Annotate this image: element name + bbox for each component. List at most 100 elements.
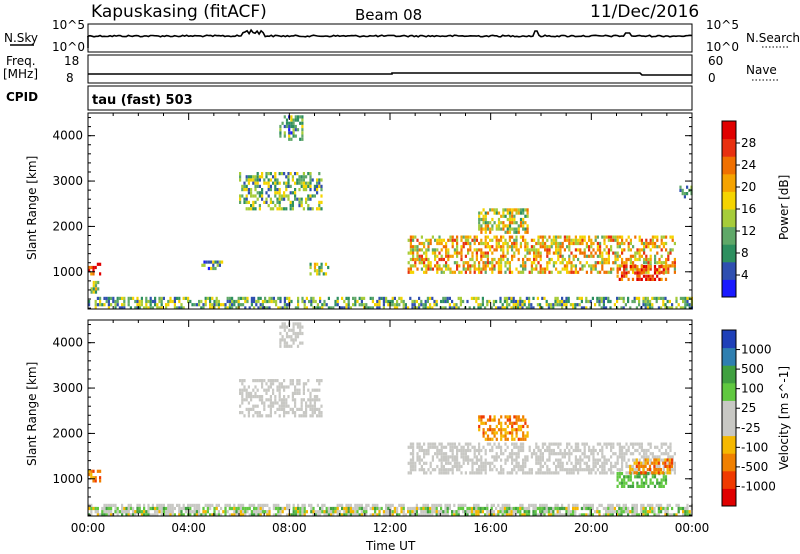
- data-cell: [365, 510, 368, 514]
- data-cell: [622, 510, 625, 514]
- data-cell: [618, 245, 621, 249]
- data-cell: [677, 506, 680, 511]
- data-cell: [581, 251, 584, 255]
- data-cell: [187, 506, 190, 511]
- data-cell: [143, 510, 146, 514]
- data-cell: [616, 270, 619, 274]
- data-cell: [269, 178, 272, 182]
- data-cell: [409, 251, 412, 255]
- data-cell: [448, 306, 451, 310]
- data-cell: [577, 442, 580, 446]
- data-cell: [508, 431, 512, 435]
- data-cell: [288, 503, 291, 507]
- data-cell: [539, 458, 542, 462]
- data-cell: [308, 503, 311, 507]
- data-cell: [662, 458, 665, 462]
- data-cell: [217, 513, 220, 517]
- data-cell: [574, 306, 577, 310]
- data-cell: [504, 254, 507, 258]
- data-cell: [510, 306, 513, 310]
- data-cell: [679, 296, 682, 300]
- data-cell: [618, 475, 621, 479]
- data-cell: [596, 461, 599, 465]
- data-cell: [523, 510, 526, 514]
- data-cell: [603, 238, 606, 242]
- data-cell: [358, 513, 361, 517]
- data-cell: [491, 208, 494, 212]
- data-cell: [318, 181, 321, 185]
- data-cell: [288, 128, 291, 132]
- data-cell: [642, 299, 645, 304]
- data-cell: [279, 299, 282, 304]
- data-cell: [212, 263, 215, 267]
- data-cell: [301, 513, 304, 517]
- data-cell: [583, 251, 586, 255]
- data-cell: [530, 503, 533, 507]
- data-cell: [459, 299, 462, 304]
- data-cell: [643, 241, 646, 246]
- data-cell: [296, 128, 300, 132]
- data-cell: [616, 251, 619, 255]
- data-cell: [457, 306, 460, 310]
- data-cell: [596, 261, 599, 265]
- data-cell: [579, 458, 582, 462]
- data-cell: [504, 428, 507, 432]
- data-cell: [191, 503, 194, 507]
- data-cell: [211, 513, 214, 517]
- data-cell: [614, 452, 617, 456]
- data-cell: [627, 235, 630, 239]
- data-cell: [309, 197, 312, 201]
- data-cell: [431, 235, 434, 239]
- data-cell: [169, 296, 172, 300]
- data-cell: [269, 184, 272, 188]
- data-cell: [263, 388, 266, 392]
- data-cell: [318, 379, 321, 383]
- data-cell: [480, 418, 483, 422]
- data-cell: [585, 468, 588, 472]
- data-cell: [656, 445, 659, 449]
- data-cell: [647, 472, 650, 476]
- data-cell: [267, 204, 270, 208]
- data-cell: [486, 211, 490, 215]
- data-cell: [503, 510, 506, 514]
- data-cell: [167, 510, 170, 514]
- data-cell: [526, 208, 529, 212]
- data-cell: [244, 306, 247, 310]
- data-cell: [603, 468, 606, 472]
- data-cell: [511, 428, 514, 432]
- data-cell: [515, 238, 518, 242]
- data-cell: [445, 471, 448, 475]
- data-cell: [533, 261, 536, 265]
- data-cell: [489, 437, 492, 441]
- data-cell: [546, 471, 549, 475]
- data-cell: [660, 265, 663, 269]
- data-cell: [568, 458, 571, 462]
- data-cell: [457, 513, 460, 517]
- data-cell: [307, 388, 310, 392]
- data-cell: [544, 448, 547, 453]
- data-cell: [382, 306, 385, 310]
- data-cell: [88, 503, 91, 507]
- data-cell: [561, 461, 564, 465]
- data-cell: [653, 458, 656, 462]
- data-cell: [285, 188, 288, 192]
- data-cell: [616, 468, 619, 472]
- data-cell: [415, 503, 418, 507]
- data-cell: [596, 254, 599, 258]
- data-cell: [416, 442, 419, 446]
- data-cell: [489, 468, 492, 472]
- data-cell: [444, 513, 447, 517]
- date-label: 11/Dec/2016: [590, 2, 699, 22]
- data-cell: [299, 341, 302, 345]
- data-cell: [616, 510, 619, 514]
- data-cell: [622, 503, 625, 507]
- data-cell: [376, 506, 379, 511]
- data-cell: [566, 264, 569, 268]
- data-cell: [623, 452, 626, 456]
- data-cell: [627, 475, 630, 479]
- data-cell: [566, 245, 569, 249]
- data-cell: [451, 458, 454, 462]
- data-cell: [634, 254, 637, 258]
- data-cell: [668, 306, 671, 310]
- y-tick-label: 3000: [52, 174, 83, 188]
